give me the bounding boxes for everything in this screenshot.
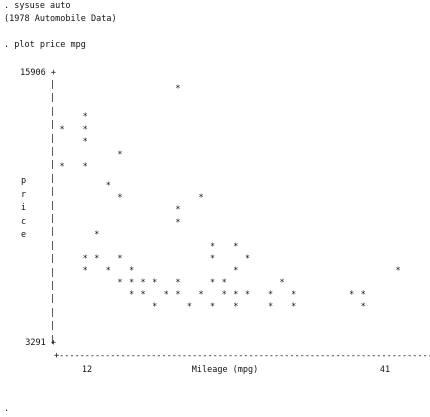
scatter-point: * (59, 124, 65, 135)
y-axis-segment: | (50, 254, 56, 264)
y-axis-segment: | (50, 241, 56, 251)
x-axis-max-tick-label: 41 (379, 365, 391, 375)
y-axis-segment: | (50, 201, 56, 211)
y-axis-title-letter-i: i (21, 203, 27, 213)
scatter-point: * (152, 302, 158, 313)
scatter-point: * (140, 278, 146, 289)
scatter-point: * (175, 84, 181, 94)
y-axis-segment: | (50, 93, 56, 103)
scatter-point: * (152, 278, 158, 289)
scatter-point: * (198, 290, 204, 301)
y-axis-segment: | (50, 80, 56, 90)
scatter-point: * (186, 302, 192, 313)
scatter-point: * (82, 136, 88, 147)
y-axis-segment: | (50, 134, 56, 144)
scatter-point: * (210, 253, 216, 264)
scatter-point: * (128, 290, 135, 301)
scatter-point: * (233, 241, 239, 252)
y-axis-segment: | (50, 268, 56, 278)
scatter-point: * (175, 205, 181, 216)
x-axis-title: Mileage (mpg) (191, 365, 259, 375)
scatter-point: * (244, 253, 250, 264)
scatter-point: * (117, 278, 123, 289)
scatter-point: * (233, 302, 239, 313)
y-axis-segment: | (50, 227, 56, 237)
x-axis-line: +---------------------------------------… (54, 351, 430, 361)
scatter-point: * (175, 290, 181, 301)
scatter-point: * (105, 181, 111, 192)
y-axis-segment: | (50, 214, 56, 224)
scatter-point: * (210, 241, 216, 252)
y-axis-segment: | (50, 120, 56, 130)
scatter-point: * (210, 278, 216, 289)
scatter-point: * (82, 253, 88, 264)
y-axis-segment: | (50, 281, 56, 291)
scatter-point: * (163, 290, 169, 301)
dataset-label-line: (1978 Automobile Data) (4, 14, 117, 24)
scatter-point: * (360, 290, 366, 301)
y-axis-title-letter-p: p (21, 176, 27, 186)
y-axis-title-letter-c: c (21, 217, 27, 227)
scatter-point: * (105, 266, 111, 276)
scatter-point: * (82, 112, 88, 123)
y-axis-max-label: 15906 + (20, 68, 56, 78)
scatter-point: * (117, 253, 123, 264)
y-axis-title-letter-r: r (21, 190, 27, 200)
scatter-point: * (360, 302, 366, 313)
scatter-point: * (349, 290, 355, 301)
scatter-point: * (279, 278, 285, 289)
scatter-point: * (175, 217, 181, 228)
command-prompt[interactable]: . (4, 404, 10, 414)
scatter-point: * (82, 161, 88, 172)
x-axis-min-tick-label: 12 (81, 365, 93, 375)
scatter-point: * (291, 302, 297, 313)
scatter-point: * (244, 290, 250, 301)
scatter-point: * (395, 266, 401, 276)
scatter-point: * (233, 290, 239, 301)
scatter-point: * (82, 266, 88, 276)
y-axis-segment: | (50, 107, 56, 117)
command-line-sysuse: . sysuse auto (4, 1, 71, 11)
scatter-point: * (221, 278, 227, 289)
scatter-point: * (198, 193, 204, 204)
y-axis-segment: | (50, 335, 56, 345)
scatter-point: * (210, 302, 216, 313)
y-axis-segment: | (50, 174, 56, 184)
scatter-point: * (59, 161, 65, 172)
scatter-point: * (128, 278, 135, 289)
y-axis-min-label: 3291 + (25, 338, 56, 348)
scatter-point: * (268, 302, 274, 313)
scatter-point: * (94, 253, 100, 264)
scatter-point: * (94, 229, 100, 240)
scatter-point: * (117, 193, 123, 204)
y-axis-title-letter-e: e (21, 230, 27, 240)
scatter-point: * (82, 124, 88, 135)
y-axis-segment: | (50, 294, 56, 304)
scatter-point: * (140, 290, 146, 301)
scatter-point: * (291, 290, 297, 301)
scatter-point: * (221, 290, 227, 301)
y-axis-segment: | (50, 147, 56, 157)
scatter-point: * (268, 290, 274, 301)
scatter-point: * (175, 278, 181, 289)
y-axis-segment: | (50, 308, 56, 318)
scatter-point: * (233, 266, 239, 276)
scatter-point: * (117, 149, 123, 160)
command-line-plot: . plot price mpg (4, 40, 86, 50)
y-axis-segment: | (50, 321, 56, 331)
scatter-point: * (128, 266, 135, 276)
y-axis-segment: | (50, 187, 56, 197)
y-axis-segment: | (50, 160, 56, 170)
